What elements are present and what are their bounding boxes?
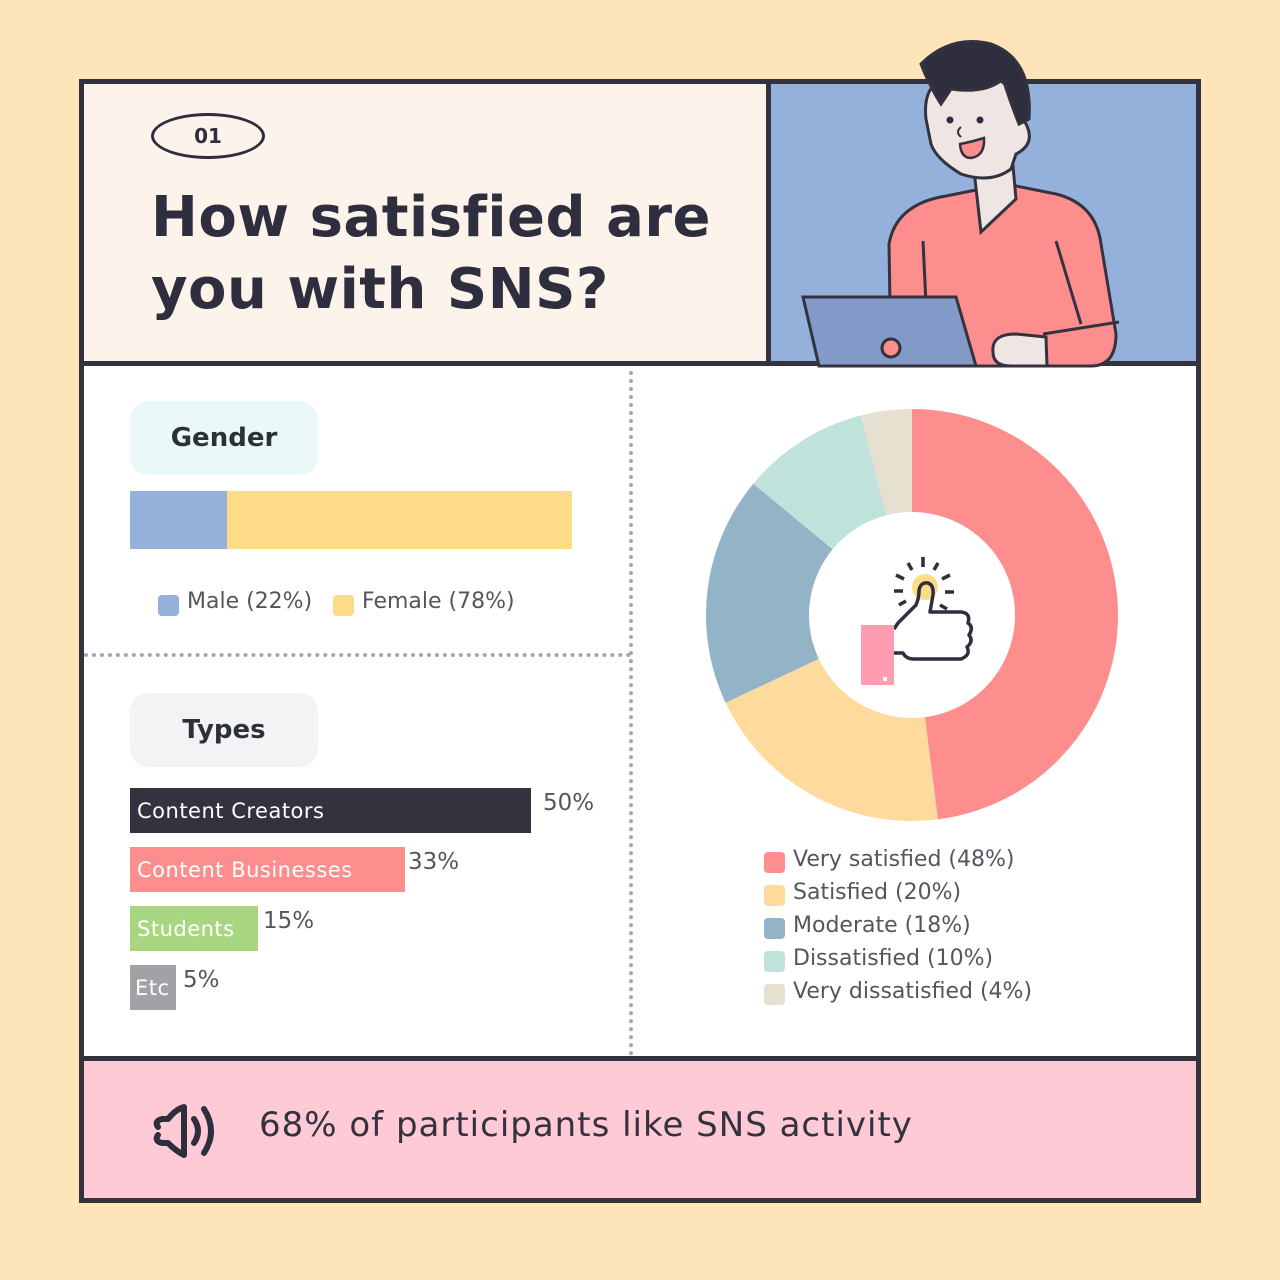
infographic-frame: 01 How satisfied are you with SNS? — [79, 40, 1201, 1203]
type-bar: Students — [130, 906, 258, 951]
satisfaction-donut-chart — [704, 407, 1120, 823]
title-line-2: you with SNS? — [151, 257, 609, 322]
female-legend-label: Female (78%) — [362, 589, 515, 614]
type-bar: Content Businesses — [130, 847, 405, 892]
moderate-swatch — [764, 918, 785, 939]
type-pct: 15% — [263, 907, 315, 934]
legend-label: Very dissatisfied (4%) — [793, 979, 1033, 1004]
male-swatch — [158, 595, 179, 616]
horizontal-dotted-divider — [84, 653, 631, 657]
type-pct: 5% — [183, 966, 220, 993]
very-satisfied-swatch — [764, 852, 785, 873]
type-row-content-creators: Content Creators 50% — [130, 788, 594, 833]
thumbs-up-icon — [861, 557, 973, 685]
type-bar: Content Creators — [130, 788, 531, 833]
female-swatch — [333, 595, 354, 616]
gender-stacked-bar — [130, 491, 572, 549]
donut-slice-moderate — [706, 483, 912, 703]
legend-very-satisfied: Very satisfied (48%) — [764, 846, 1032, 873]
header-title-panel: 01 How satisfied are you with SNS? — [84, 84, 771, 366]
satisfaction-legend: Very satisfied (48%) Satisfied (20%) Mod… — [764, 846, 1032, 1011]
legend-very-dissatisfied: Very dissatisfied (4%) — [764, 978, 1032, 1005]
dissatisfied-swatch — [764, 951, 785, 972]
page-title: How satisfied are you with SNS? — [151, 182, 751, 326]
type-row-students: Students 15% — [130, 906, 314, 951]
donut-svg — [706, 409, 1119, 821]
gender-legend-male: Male (22%) — [158, 587, 312, 616]
legend-label: Moderate (18%) — [793, 913, 971, 938]
legend-moderate: Moderate (18%) — [764, 912, 1032, 939]
vertical-dotted-divider — [629, 371, 633, 1056]
gender-bar-male — [130, 491, 228, 549]
gender-heading: Gender — [130, 401, 318, 475]
donut-slice-very-satisfied — [912, 409, 1119, 820]
legend-label: Dissatisfied (10%) — [793, 946, 994, 971]
legend-dissatisfied: Dissatisfied (10%) — [764, 945, 1032, 972]
gender-bar-female — [227, 491, 572, 549]
person-with-laptop-illustration — [801, 40, 1120, 368]
satisfied-swatch — [764, 885, 785, 906]
summary-footer: 68% of participants like SNS activity — [84, 1056, 1196, 1198]
type-row-etc: Etc 5% — [130, 965, 220, 1010]
speaker-icon — [153, 1104, 214, 1158]
gender-legend-female: Female (78%) — [333, 587, 515, 616]
type-row-content-businesses: Content Businesses 33% — [130, 847, 459, 892]
type-pct: 50% — [543, 789, 595, 816]
summary-text: 68% of participants like SNS activity — [259, 1105, 913, 1145]
title-line-1: How satisfied are — [151, 185, 711, 250]
very-dissatisfied-swatch — [764, 984, 785, 1005]
legend-label: Very satisfied (48%) — [793, 847, 1015, 872]
types-heading: Types — [130, 693, 318, 767]
type-pct: 33% — [408, 848, 460, 875]
header-illustration-panel — [771, 40, 1196, 368]
section-number-badge: 01 — [151, 113, 265, 159]
type-bar: Etc — [130, 965, 176, 1010]
male-legend-label: Male (22%) — [187, 589, 313, 614]
legend-satisfied: Satisfied (20%) — [764, 879, 1032, 906]
legend-label: Satisfied (20%) — [793, 880, 962, 905]
